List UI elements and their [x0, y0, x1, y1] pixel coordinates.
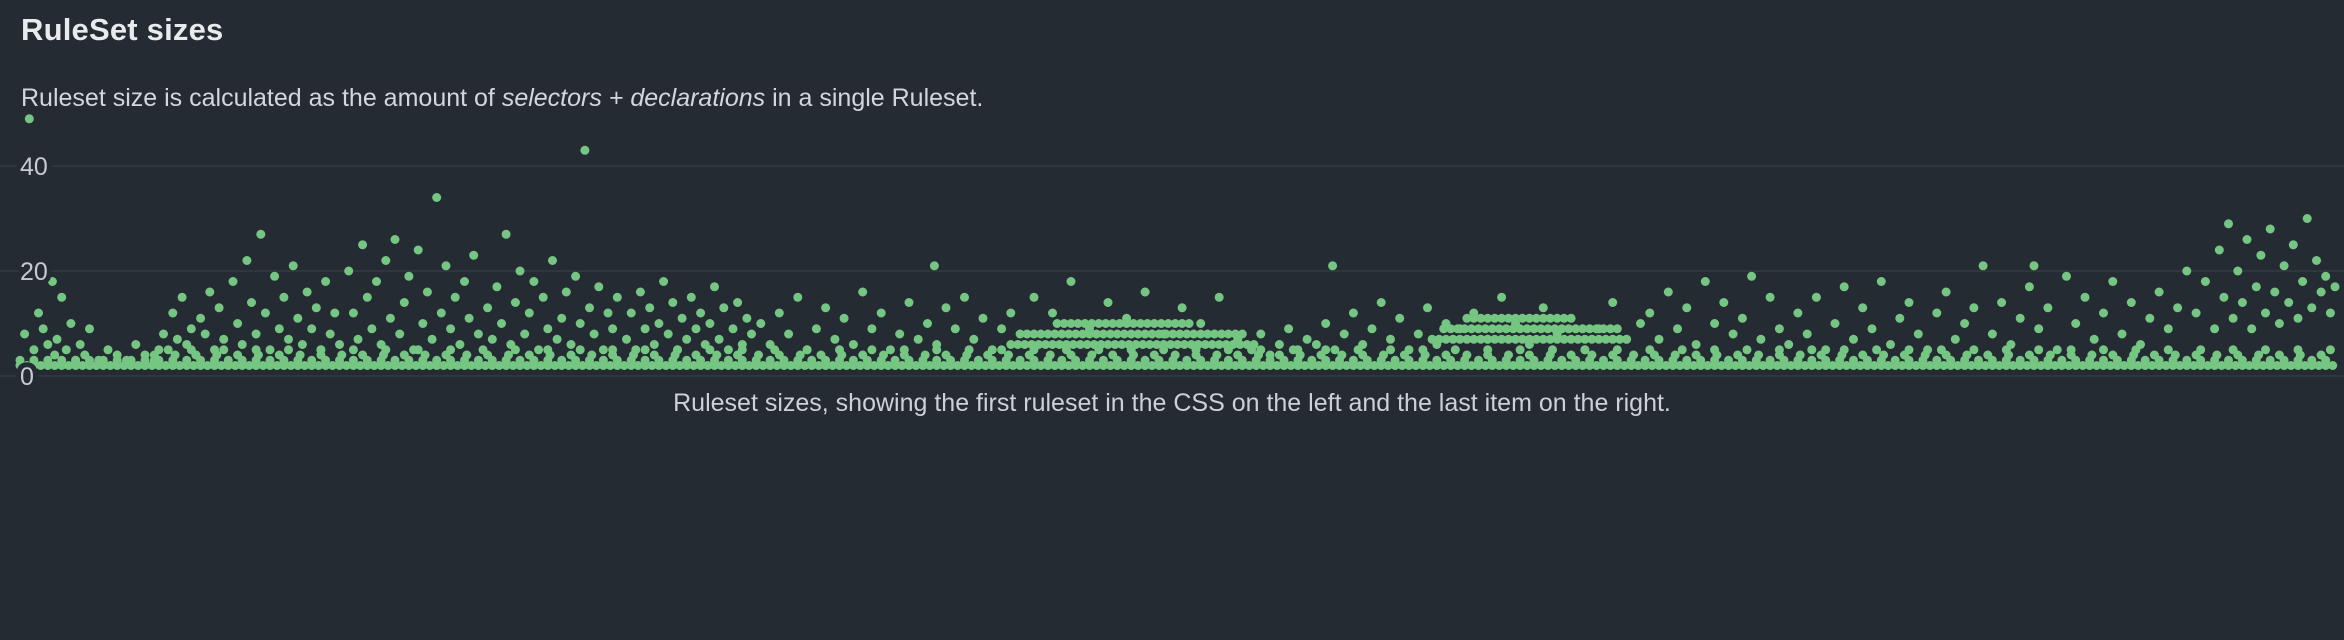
- subtitle-prefix: Ruleset size is calculated as the amount…: [21, 84, 502, 112]
- subtitle-suffix: in a single Ruleset.: [765, 84, 984, 112]
- chart-subtitle: Ruleset size is calculated as the amount…: [21, 84, 983, 113]
- page-title: RuleSet sizes: [21, 12, 224, 47]
- y-axis-tick-label: 20: [20, 258, 48, 286]
- y-axis-tick-label: 0: [20, 363, 34, 391]
- chart-caption: Ruleset sizes, showing the first ruleset…: [673, 389, 1671, 417]
- y-axis-tick-label: 40: [20, 153, 48, 181]
- subtitle-italic: selectors + declarations: [501, 84, 766, 112]
